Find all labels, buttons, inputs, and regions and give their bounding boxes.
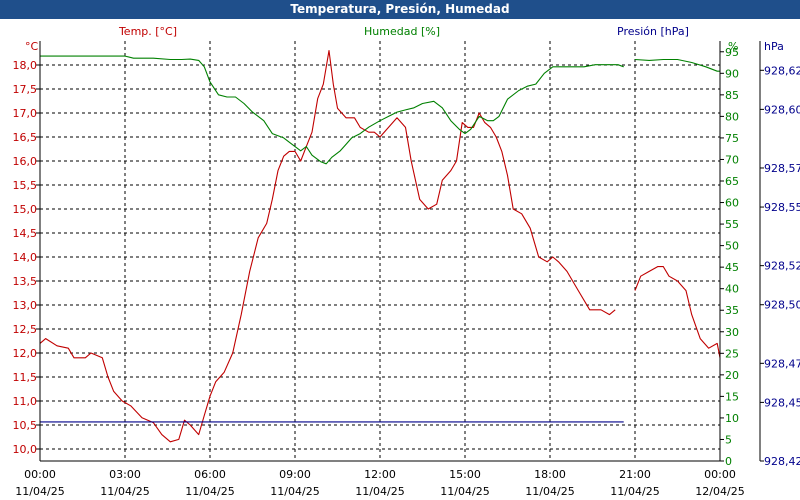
- chart-title: Temperatura, Presión, Humedad: [290, 2, 510, 16]
- humidity-tick-label: 95: [725, 46, 739, 59]
- x-tick-time: 00:00: [24, 468, 56, 481]
- humidity-tick-label: 40: [725, 283, 739, 296]
- pressure-tick-label: 928,47: [764, 357, 800, 370]
- temp-tick-label: 10,5: [13, 419, 38, 432]
- pressure-tick-label: 928,55: [764, 201, 800, 214]
- pressure-tick-label: 928,52: [764, 260, 800, 273]
- pressure-unit-label: hPa: [764, 40, 784, 53]
- x-tick-date: 11/04/25: [15, 485, 64, 498]
- temp-tick-label: 11,5: [13, 371, 38, 384]
- humidity-tick-label: 85: [725, 89, 739, 102]
- x-tick-time: 12:00: [364, 468, 396, 481]
- pressure-tick-label: 928,45: [764, 396, 800, 409]
- temp-axis-label: Temp. [°C]: [118, 25, 177, 38]
- humidity-tick-label: 25: [725, 347, 739, 360]
- temp-tick-label: 15,0: [13, 203, 38, 216]
- temperature-series-line: [634, 266, 721, 358]
- chart-title-bar: Temperatura, Presión, Humedad: [0, 0, 800, 19]
- x-tick-date: 11/04/25: [610, 485, 659, 498]
- temp-tick-label: 15,5: [13, 179, 38, 192]
- pressure-tick-label: 928,62: [764, 64, 800, 77]
- temp-unit-label: °C: [25, 40, 39, 53]
- humidity-tick-label: 45: [725, 261, 739, 274]
- weather-chart: Temp. [°C] Humedad [%] Presión [hPa] °C …: [13, 25, 800, 498]
- humidity-tick-label: 10: [725, 412, 739, 425]
- temp-tick-label: 16,0: [13, 155, 38, 168]
- humidity-axis-label: Humedad [%]: [364, 25, 440, 38]
- x-tick-date: 12/04/25: [695, 485, 744, 498]
- temp-tick-label: 14,5: [13, 227, 38, 240]
- humidity-axis-ticks: 0 5 10 15 20 25 30 35 40 45 50 55 60 65 70 75 80 85 90 95: [720, 46, 739, 468]
- humidity-tick-label: 60: [725, 197, 739, 210]
- humidity-tick-label: 55: [725, 218, 739, 231]
- pressure-tick-label: 928,42: [764, 455, 800, 468]
- humidity-unit-label: %: [728, 40, 738, 53]
- humidity-tick-label: 80: [725, 110, 739, 123]
- grid: [40, 41, 720, 461]
- pressure-axis-ticks: 928,42 928,45 928,47 928,50 928,52 928,55 928,…: [760, 64, 800, 468]
- x-tick-date: 11/04/25: [270, 485, 319, 498]
- x-tick-date: 11/04/25: [185, 485, 234, 498]
- humidity-tick-label: 90: [725, 67, 739, 80]
- pressure-tick-label: 928,60: [764, 103, 800, 116]
- x-tick-time: 18:00: [534, 468, 566, 481]
- humidity-tick-label: 35: [725, 304, 739, 317]
- temp-tick-label: 10,0: [13, 443, 38, 456]
- humidity-series-line: [634, 58, 720, 72]
- temp-tick-label: 13,5: [13, 275, 38, 288]
- x-tick-time: 21:00: [619, 468, 651, 481]
- humidity-tick-label: 0: [725, 455, 732, 468]
- temp-tick-label: 12,5: [13, 323, 38, 336]
- series-layer: [39, 50, 721, 443]
- humidity-tick-label: 65: [725, 175, 739, 188]
- temp-tick-label: 13,0: [13, 299, 38, 312]
- temp-axis-ticks: 10,0 10,5 11,0 11,5 12,0 12,5 13,0 13,5 14,0 14,5…: [13, 59, 40, 456]
- x-tick-date: 11/04/25: [100, 485, 149, 498]
- humidity-tick-label: 5: [725, 433, 732, 446]
- temp-tick-label: 14,0: [13, 251, 38, 264]
- x-tick-date: 11/04/25: [525, 485, 574, 498]
- pressure-tick-label: 928,50: [764, 299, 800, 312]
- temp-tick-label: 12,0: [13, 347, 38, 360]
- axis-frame: [39, 41, 761, 462]
- humidity-tick-label: 70: [725, 153, 739, 166]
- x-tick-time: 06:00: [194, 468, 226, 481]
- humidity-tick-label: 75: [725, 132, 739, 145]
- x-tick-time: 15:00: [449, 468, 481, 481]
- x-tick-time: 00:00: [704, 468, 736, 481]
- x-tick-date: 11/04/25: [355, 485, 404, 498]
- temp-tick-label: 16,5: [13, 131, 38, 144]
- pressure-axis-label: Presión [hPa]: [617, 25, 689, 38]
- humidity-tick-label: 30: [725, 326, 739, 339]
- x-tick-time: 03:00: [109, 468, 141, 481]
- temp-tick-label: 17,0: [13, 107, 38, 120]
- temp-tick-label: 17,5: [13, 83, 38, 96]
- x-tick-time: 09:00: [279, 468, 311, 481]
- pressure-tick-label: 928,57: [764, 162, 800, 175]
- temp-tick-label: 18,0: [13, 59, 38, 72]
- humidity-tick-label: 50: [725, 240, 739, 253]
- temp-tick-label: 11,0: [13, 395, 38, 408]
- x-axis-ticks: 00:00 11/04/25 03:00 11/04/25 06:00 11/04/25 0…: [15, 468, 744, 498]
- x-tick-date: 11/04/25: [440, 485, 489, 498]
- humidity-tick-label: 15: [725, 390, 739, 403]
- temperature-series-line: [39, 50, 616, 443]
- humidity-series-line: [40, 55, 624, 165]
- humidity-tick-label: 20: [725, 369, 739, 382]
